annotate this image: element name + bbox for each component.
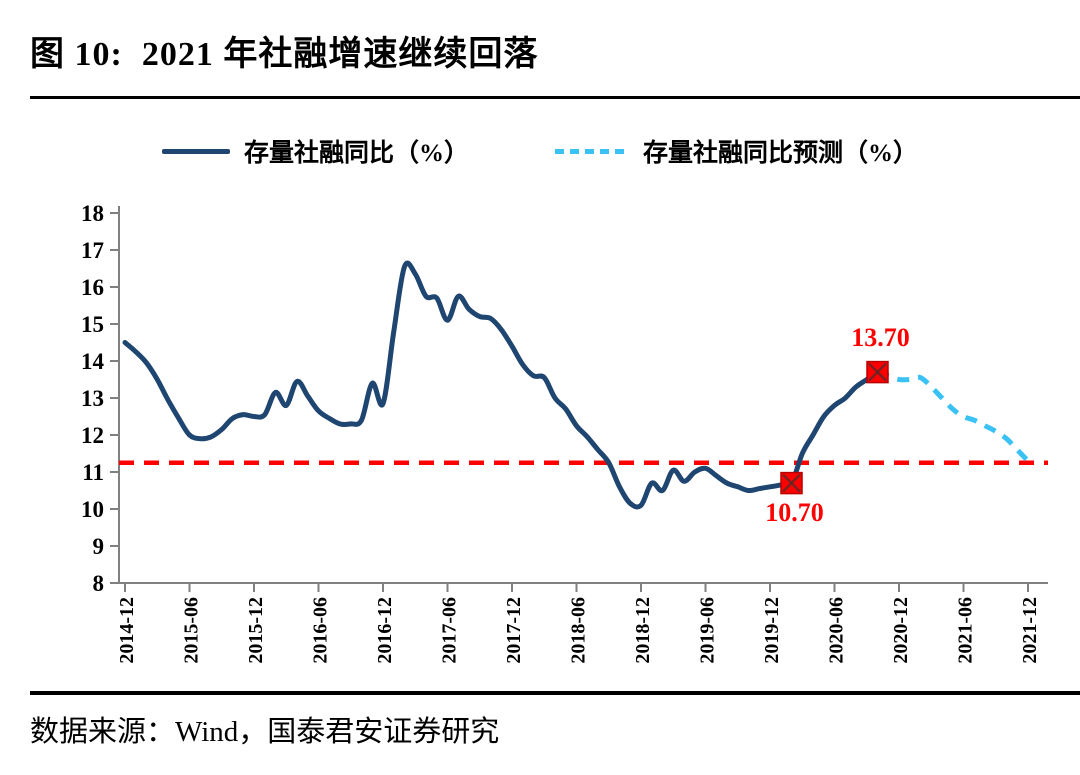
legend-label-forecast: 存量社融同比预测（%） (643, 140, 919, 167)
annotation-label: 10.70 (765, 498, 824, 527)
legend-item-actual: 存量社融同比（%） (161, 133, 469, 169)
y-tick-label: 15 (81, 312, 104, 337)
x-tick-label: 2021-12 (1019, 597, 1041, 664)
y-tick-label: 10 (81, 497, 104, 522)
data-marker: 13.70 (851, 323, 910, 384)
y-tick-label: 13 (81, 386, 104, 411)
annotation-label: 13.70 (851, 323, 910, 352)
x-tick-label: 2020-12 (890, 597, 912, 664)
dashed-line-swatch-icon (555, 148, 629, 154)
x-tick-label: 2019-12 (761, 597, 783, 664)
x-tick-label: 2018-06 (568, 597, 590, 664)
x-tick-label: 2014-12 (116, 597, 138, 664)
y-tick-label: 17 (81, 238, 104, 263)
x-tick-label: 2017-12 (503, 597, 525, 664)
data-marker: 10.70 (765, 471, 824, 527)
x-tick-label: 2017-06 (439, 597, 461, 664)
y-tick-label: 18 (81, 201, 104, 226)
title-divider (30, 96, 1080, 99)
figure-title: 图 10: 2021 年社融增速继续回落 (30, 36, 539, 73)
x-tick-label: 2015-06 (181, 597, 203, 664)
axes: 8 9 10 11 12 13 14 15 16 17 18 2014-12 2015-06 2015-1… (81, 201, 1048, 664)
footer-divider (30, 691, 1080, 695)
solid-line-swatch-icon (161, 148, 230, 154)
series-forecast-line (876, 369, 1030, 463)
x-tick-label: 2020-06 (826, 597, 848, 664)
x-tick-label: 2016-12 (374, 597, 396, 664)
y-tick-label: 16 (81, 275, 104, 300)
y-tick-label: 9 (93, 534, 105, 559)
x-tick-label: 2021-06 (955, 597, 977, 664)
legend-label-actual: 存量社融同比（%） (243, 140, 469, 167)
y-tick-label: 8 (93, 571, 105, 596)
legend: 存量社融同比（%） 存量社融同比预测（%） (0, 133, 1080, 169)
x-tick-label: 2018-12 (632, 597, 654, 664)
x-tick-label: 2016-06 (310, 597, 332, 664)
legend-item-forecast: 存量社融同比预测（%） (555, 133, 918, 169)
data-source: 数据来源：Wind，国泰君安证券研究 (30, 716, 500, 748)
y-tick-label: 12 (81, 423, 104, 448)
x-tick-label: 2015-12 (245, 597, 267, 664)
y-tick-label: 11 (82, 460, 104, 485)
x-tick-label: 2019-06 (697, 597, 719, 664)
series-actual-line (122, 260, 880, 510)
y-tick-label: 14 (81, 349, 105, 374)
